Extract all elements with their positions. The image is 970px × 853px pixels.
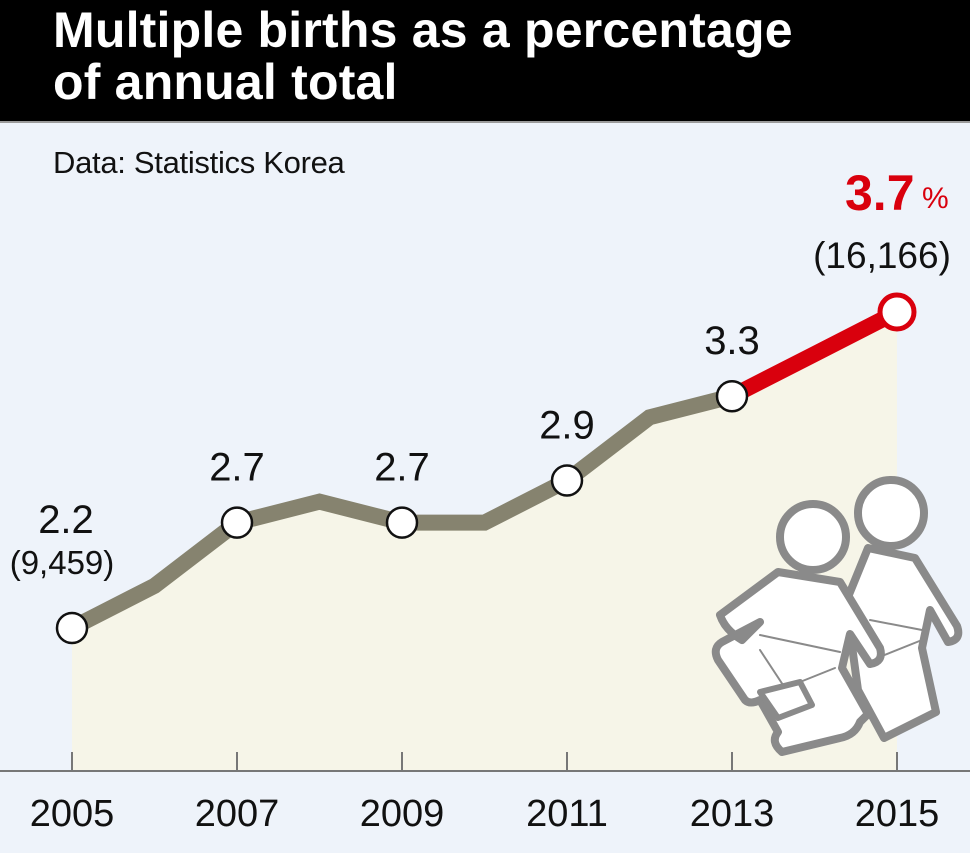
x-label-2007: 2007 — [195, 793, 280, 835]
data-label-2011: 2.9 — [539, 404, 595, 448]
highlight-unit: % — [922, 182, 949, 215]
x-label-2005: 2005 — [30, 793, 115, 835]
header-bar: Multiple births as a percentage of annua… — [0, 0, 970, 123]
x-axis-ticks — [71, 752, 898, 771]
x-label-2011: 2011 — [526, 793, 608, 835]
baby-front-icon — [711, 500, 885, 756]
data-point-markers — [55, 292, 917, 645]
x-label-2009: 2009 — [360, 793, 445, 835]
data-label-2005: 2.2 — [38, 498, 94, 542]
marker-2009 — [385, 506, 419, 539]
area-fill — [72, 311, 897, 771]
first-point-count: (9,459) — [10, 544, 115, 581]
x-label-2015: 2015 — [855, 793, 940, 835]
trend-line-highlight — [728, 304, 901, 404]
twin-babies-icon — [711, 476, 963, 756]
marker-2013 — [715, 379, 749, 413]
data-labels: 2.2 2.7 2.7 2.9 3.3 — [38, 319, 760, 542]
source-note: Data: Statistics Korea — [53, 145, 345, 180]
chart-title: Multiple births as a percentage of annua… — [53, 2, 793, 110]
marker-2005 — [55, 611, 89, 645]
highlight-count: (16,166) — [813, 235, 951, 276]
marker-2007 — [220, 506, 254, 539]
marker-2015 — [877, 292, 917, 332]
data-label-2009: 2.7 — [374, 446, 430, 490]
baby-back-icon — [842, 476, 963, 742]
x-axis-labels: 2005 2007 2009 2011 2013 2015 — [30, 793, 940, 835]
data-label-2007: 2.7 — [209, 446, 265, 490]
x-label-2013: 2013 — [690, 793, 775, 835]
data-label-2013: 3.3 — [704, 319, 760, 363]
highlight-value: 3.7 — [845, 165, 915, 221]
marker-2011 — [550, 464, 584, 497]
